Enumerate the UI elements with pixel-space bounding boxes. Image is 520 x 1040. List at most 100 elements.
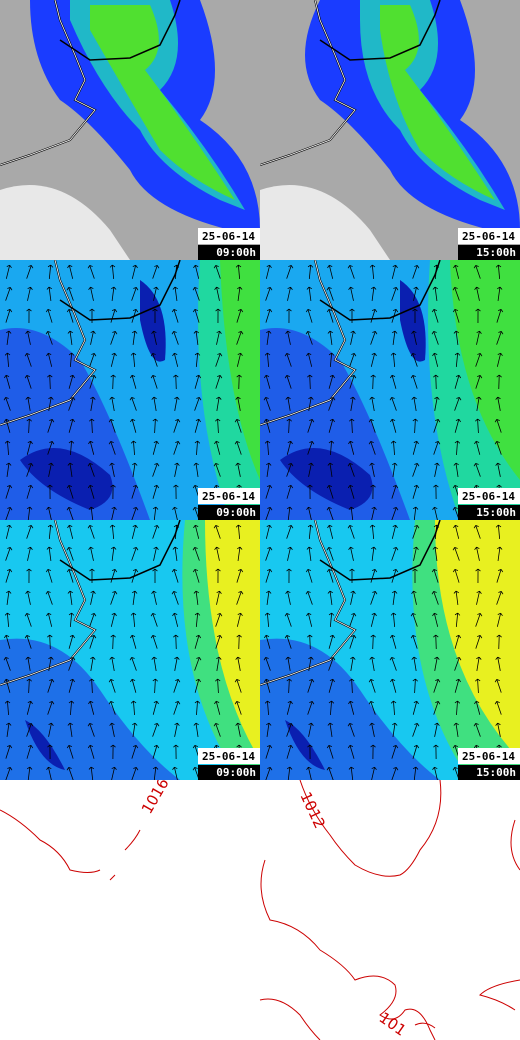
wind-arrow — [476, 396, 482, 411]
time-box — [198, 245, 260, 260]
wind-arrow — [25, 590, 31, 605]
wind-arrow — [369, 462, 375, 477]
wind-arrow — [264, 612, 271, 628]
wind-arrow — [452, 287, 460, 301]
wind-arrow — [88, 700, 95, 715]
wind-arrow — [3, 397, 11, 411]
wind-arrow — [306, 286, 313, 301]
wind-arrow — [194, 657, 202, 671]
wind-arrow — [370, 308, 378, 323]
wind-arrow — [433, 679, 441, 693]
wind-arrow — [473, 525, 481, 539]
wind-arrow — [68, 634, 76, 649]
wind-arrow — [89, 418, 95, 434]
wind-arrow — [326, 744, 334, 759]
wind-arrow — [391, 524, 398, 539]
calm-zone — [400, 280, 426, 362]
wind-arrow — [265, 287, 273, 301]
wind-arrow — [326, 568, 334, 583]
wind-arrow — [88, 766, 95, 780]
wind-arrow — [46, 506, 52, 520]
wind-arrow — [473, 265, 481, 279]
date-box — [458, 488, 520, 504]
wind-arrow — [152, 440, 159, 455]
wind-arrow — [370, 546, 377, 561]
wind-arrow — [90, 590, 96, 605]
wind-arrow — [68, 700, 75, 716]
wind-arrow — [131, 590, 138, 605]
wind-arrow — [5, 264, 12, 279]
wind-arrow — [307, 418, 315, 433]
wind-arrow — [286, 678, 292, 694]
wind-arrow — [369, 396, 375, 411]
wind-arrow — [453, 264, 460, 279]
wind-arrow — [452, 568, 460, 583]
wind-arrow — [328, 397, 336, 411]
coastline — [319, 0, 441, 61]
wind-arrow — [328, 418, 336, 433]
wind-arrow — [174, 396, 180, 411]
wind-arrow — [347, 525, 355, 539]
wind-arrow — [263, 657, 271, 671]
wind-arrow — [308, 722, 314, 737]
wind-arrow — [46, 352, 53, 367]
wind-arrow — [150, 634, 158, 649]
wind-arrow — [110, 374, 116, 390]
wind-arrow — [173, 419, 181, 433]
wind-arrow — [307, 744, 313, 760]
wind-arrow — [152, 418, 159, 434]
wind-arrow — [412, 506, 419, 520]
time-label: 15:00h — [476, 506, 516, 519]
wind-arrow — [129, 374, 137, 389]
wind-arrow — [265, 264, 272, 279]
wind-arrow — [108, 678, 116, 693]
wind-arrow — [495, 462, 501, 477]
date-label: 25-06-14 — [462, 750, 515, 763]
wind-arrow — [129, 397, 137, 411]
wind-arrow — [153, 546, 159, 561]
wind-arrow — [391, 330, 398, 345]
wind-arrow — [410, 374, 418, 389]
wind-arrow — [6, 462, 12, 477]
wind-arrow — [454, 374, 462, 389]
wind-arrow — [369, 722, 375, 737]
wind-arrow — [47, 374, 53, 390]
wind-arrow — [5, 568, 13, 583]
wind-arrow — [476, 330, 482, 345]
wind-arrow — [474, 700, 481, 715]
wind-arrow — [348, 440, 355, 455]
wind-arrow — [110, 546, 117, 561]
wind-arrow — [235, 264, 242, 280]
wind-arrow — [5, 524, 12, 539]
wind-arrow — [413, 286, 419, 301]
time-box — [198, 505, 260, 520]
map-panel: 25-06-14 09:00h — [0, 0, 260, 260]
wind-arrow — [370, 484, 376, 500]
wind-arrow — [474, 440, 481, 455]
wind-arrow — [236, 331, 244, 345]
wind-arrow — [235, 722, 241, 737]
wind-arrow — [47, 678, 55, 693]
wind-arrow — [326, 547, 334, 561]
wind-arrow — [89, 613, 97, 627]
wind-arrow — [370, 286, 377, 301]
wind-arrow — [326, 287, 334, 301]
wind-arrow — [26, 506, 33, 520]
wind-arrow — [263, 397, 271, 411]
wind-arrow — [24, 613, 32, 627]
wind-arrow — [47, 744, 53, 760]
wind-arrow — [90, 656, 96, 671]
wind-arrow — [235, 462, 241, 477]
wind-zone — [205, 520, 260, 760]
wind-arrow — [286, 766, 293, 780]
wind-arrow — [152, 568, 158, 584]
wind-arrow — [194, 678, 201, 693]
wind-arrow — [347, 463, 355, 477]
wind-arrow — [328, 352, 335, 368]
time-label: 09:00h — [216, 246, 256, 259]
wind-arrow — [26, 440, 33, 455]
date-box — [458, 748, 520, 764]
wind-arrow — [473, 723, 481, 737]
wind-arrow — [454, 634, 462, 649]
wind-arrow — [110, 352, 117, 367]
